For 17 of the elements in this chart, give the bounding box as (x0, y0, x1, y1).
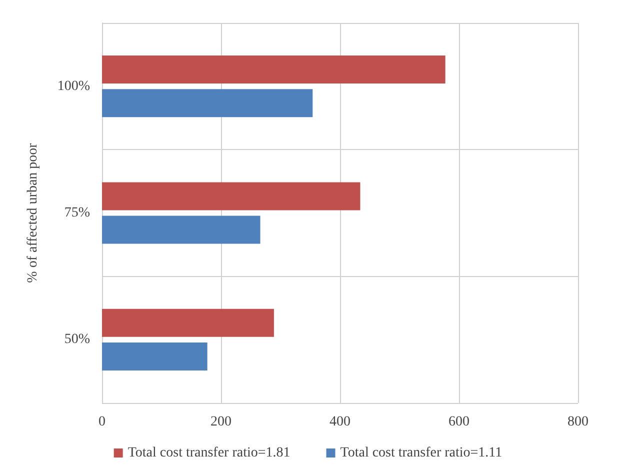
y-tick-label: 50% (64, 332, 90, 348)
bar (102, 216, 260, 244)
y-tick-label: 100% (57, 78, 90, 94)
bar (102, 342, 208, 370)
bar (102, 56, 446, 84)
y-tick-label: 75% (64, 206, 90, 220)
bar (102, 182, 360, 210)
bar (102, 308, 274, 337)
x-tick-label: 600 (448, 414, 470, 430)
y-axis-title: % of affected urban poor (26, 142, 40, 283)
legend-label: Total cost transfer ratio=1.81 (128, 446, 290, 460)
legend-label: Total cost transfer ratio=1.11 (340, 446, 502, 460)
bar (102, 89, 313, 118)
x-tick-label: 800 (568, 414, 588, 430)
x-tick-label: 200 (210, 414, 232, 430)
x-tick-label: 400 (330, 414, 350, 430)
x-tick-label: 0 (98, 414, 106, 430)
